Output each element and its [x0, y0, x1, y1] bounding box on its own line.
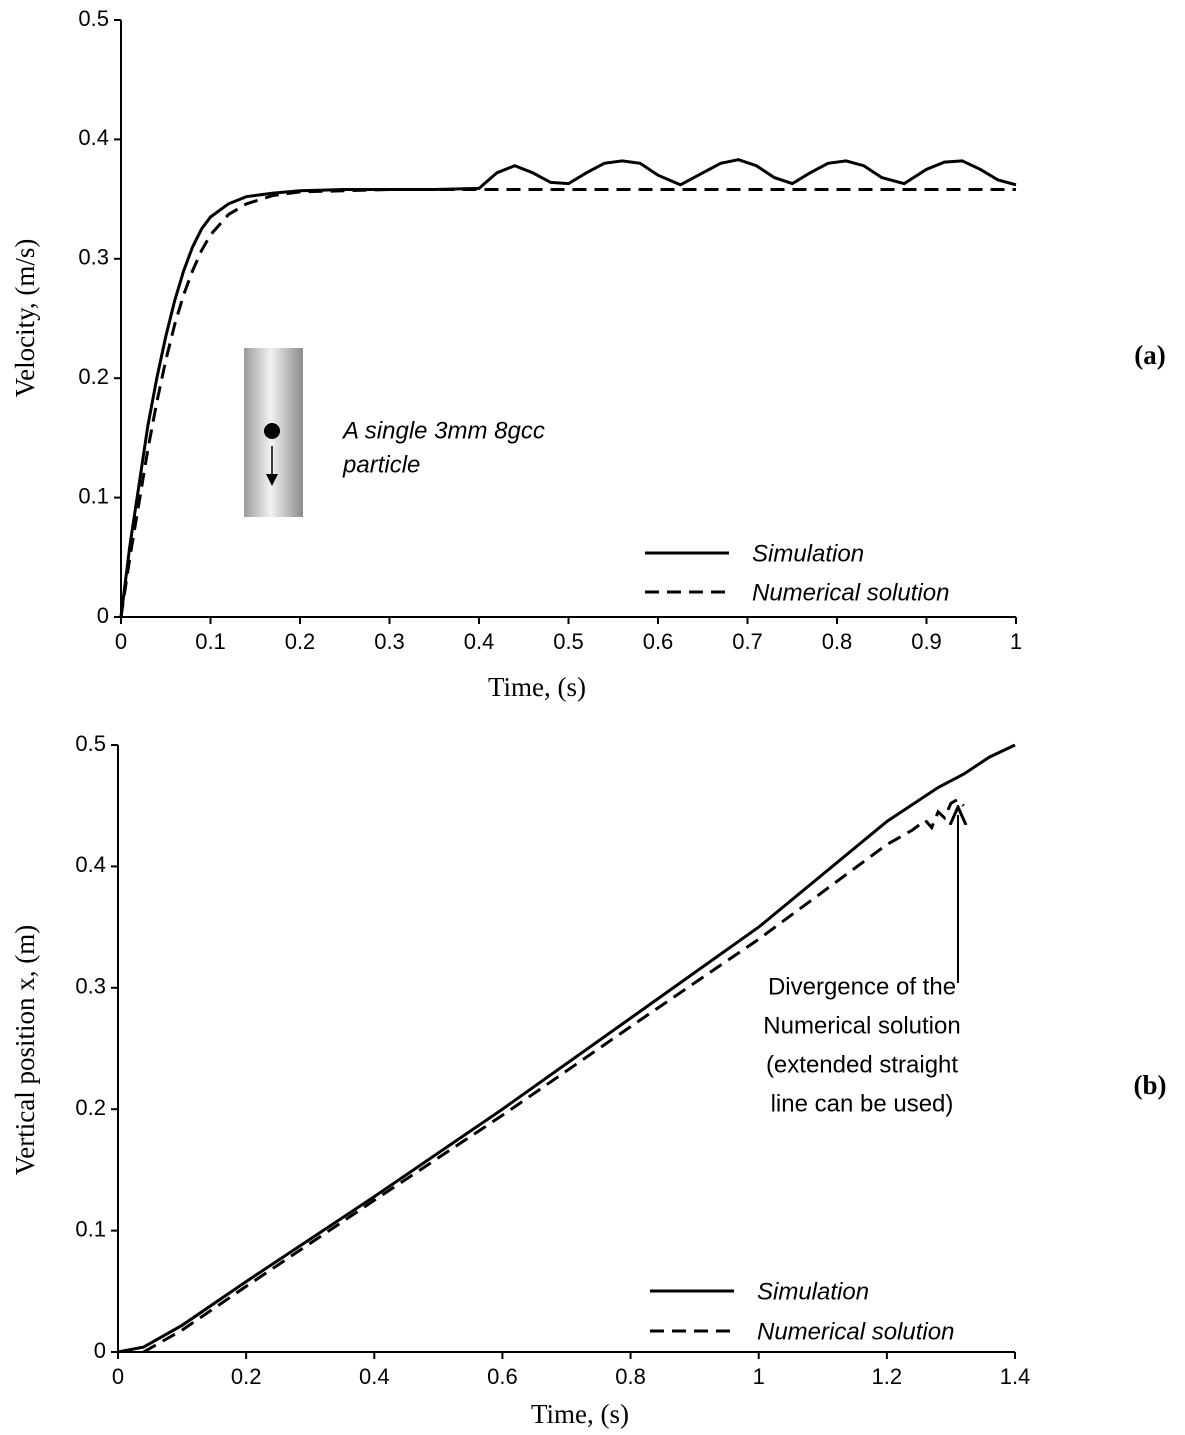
y-tick-label: 0.5 [75, 731, 106, 756]
x-tick-label: 0.3 [374, 629, 405, 654]
x-tick-label: 0.2 [231, 1364, 262, 1389]
y-tick-label: 0.3 [75, 974, 106, 999]
inset-image [244, 348, 303, 517]
x-tick-label: 1.4 [1000, 1364, 1031, 1389]
x-tick-label: 0 [115, 629, 127, 654]
annotation: Divergence of the [768, 973, 956, 1000]
x-tick-label: 0.4 [464, 629, 495, 654]
y-tick-label: 0.2 [75, 1095, 106, 1120]
x-tick-label: 0.5 [553, 629, 584, 654]
x-axis-title: Time, (s) [488, 672, 586, 702]
y-tick-label: 0 [97, 603, 109, 628]
legend-label: Numerical solution [757, 1318, 954, 1345]
annotation: line can be used) [771, 1090, 954, 1117]
x-tick-label: 0.6 [487, 1364, 518, 1389]
x-tick-label: 0.8 [615, 1364, 646, 1389]
x-tick-label: 0.1 [195, 629, 226, 654]
x-tick-label: 0 [112, 1364, 124, 1389]
x-tick-label: 0.7 [732, 629, 763, 654]
series-line [119, 188, 1016, 618]
y-tick-label: 0.4 [75, 852, 106, 877]
annotation: particle [342, 451, 420, 478]
series-line [142, 797, 965, 1354]
x-axis-title: Time, (s) [531, 1399, 629, 1429]
legend-label: Numerical solution [752, 579, 949, 606]
panel-label: (b) [1134, 1070, 1167, 1100]
annotation: (extended straight [766, 1051, 958, 1078]
x-tick-label: 0.6 [643, 629, 674, 654]
x-tick-label: 0.8 [822, 629, 853, 654]
x-tick-label: 1 [1010, 629, 1022, 654]
legend-label: Simulation [752, 540, 864, 567]
series-line [117, 743, 1016, 1354]
y-tick-label: 0.1 [75, 1216, 106, 1241]
y-tick-label: 0.1 [78, 483, 109, 508]
annotation: A single 3mm 8gcc [341, 417, 545, 444]
series-line [119, 158, 1017, 618]
y-axis-title: Vertical position x, (m) [10, 925, 40, 1175]
y-tick-label: 0.5 [78, 6, 109, 31]
x-tick-label: 0.2 [285, 629, 316, 654]
y-tick-label: 0.3 [78, 245, 109, 270]
legend-label: Simulation [757, 1278, 869, 1305]
x-tick-label: 0.4 [359, 1364, 390, 1389]
panel-label: (a) [1134, 340, 1165, 370]
annotation: Numerical solution [763, 1012, 960, 1039]
y-tick-label: 0 [94, 1338, 106, 1363]
y-axis-title: Velocity, (m/s) [10, 239, 40, 398]
x-tick-label: 1.2 [872, 1364, 903, 1389]
x-tick-label: 0.9 [911, 629, 942, 654]
x-tick-label: 1 [753, 1364, 765, 1389]
y-tick-label: 0.2 [78, 364, 109, 389]
y-tick-label: 0.4 [78, 125, 109, 150]
